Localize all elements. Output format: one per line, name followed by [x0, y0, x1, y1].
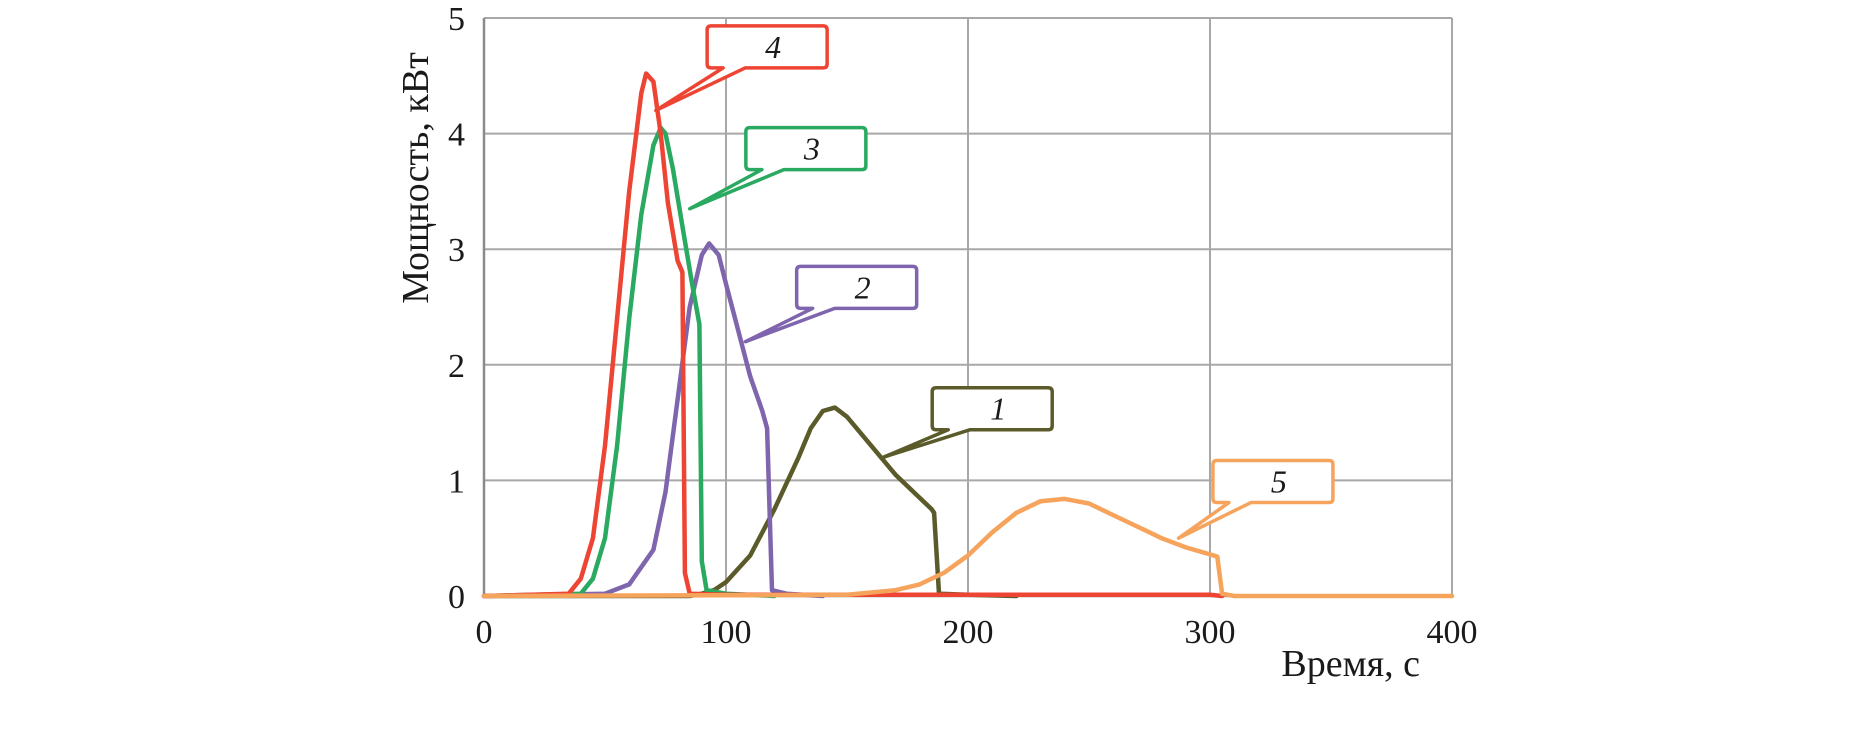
callout-box-1 [881, 385, 1054, 460]
series-line-1 [481, 405, 1019, 599]
grid [484, 17, 1453, 596]
callout-label-4: 4 [765, 29, 781, 65]
callout-box-5 [1176, 458, 1335, 540]
y-tick-labels: 0 1 2 3 4 5 [448, 1, 465, 616]
callout-label-1: 1 [990, 391, 1006, 427]
y-tick-label: 0 [448, 579, 465, 616]
y-tick-label: 4 [448, 117, 465, 154]
callout-label-3: 3 [803, 131, 820, 167]
x-tick-labels: 0 100 200 300 400 [476, 614, 1478, 651]
y-axis-title: Мощность, кВт [395, 52, 437, 304]
x-tick-label: 300 [1185, 614, 1236, 651]
callout-box-4 [654, 24, 829, 113]
x-tick-label: 0 [476, 614, 493, 651]
x-tick-label: 400 [1427, 614, 1478, 651]
series-line-3 [481, 125, 777, 599]
callout-label-2: 2 [855, 269, 871, 305]
callout-label-5: 5 [1271, 464, 1287, 500]
y-tick-label: 2 [448, 348, 465, 385]
y-tick-label: 1 [448, 463, 465, 500]
y-tick-label: 3 [448, 232, 465, 269]
callout-box-2 [743, 264, 919, 344]
y-tick-label: 5 [448, 1, 465, 38]
series-callouts: 1 2 3 4 5 [654, 24, 1335, 540]
x-axis-title: Время, с [1281, 643, 1420, 685]
x-tick-label: 200 [943, 614, 994, 651]
callout-box-3 [687, 125, 868, 211]
series-lines [481, 71, 1455, 599]
x-tick-label: 100 [701, 614, 752, 651]
series-line-5 [481, 496, 1455, 599]
series-line-2 [481, 241, 826, 599]
